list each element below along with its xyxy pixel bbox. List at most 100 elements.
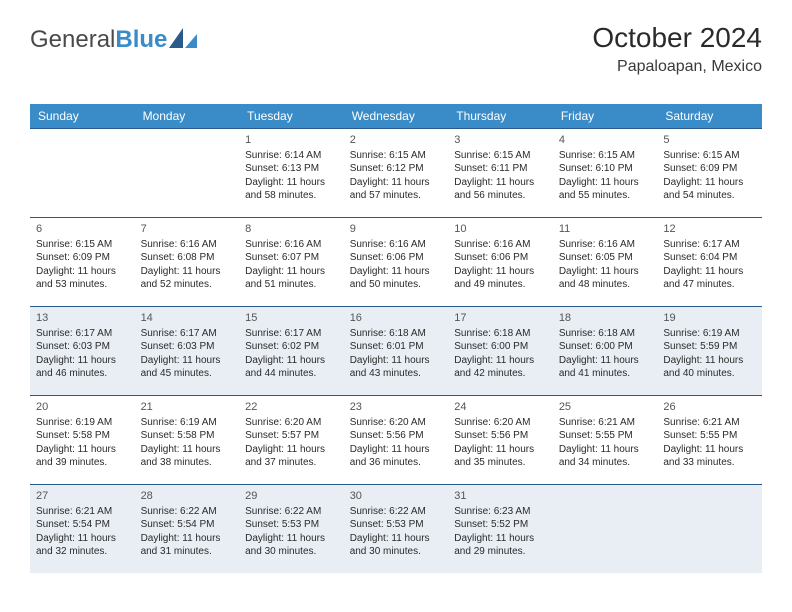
day-number: 29 — [245, 489, 338, 504]
calendar-day-cell: 27Sunrise: 6:21 AMSunset: 5:54 PMDayligh… — [30, 485, 135, 573]
calendar-day-cell: 7Sunrise: 6:16 AMSunset: 6:08 PMDaylight… — [135, 218, 240, 306]
day-sunset: Sunset: 5:58 PM — [36, 429, 129, 443]
day-number: 18 — [559, 311, 652, 326]
header-right: October 2024 Papaloapan, Mexico — [592, 22, 762, 76]
day-sunset: Sunset: 5:56 PM — [454, 429, 547, 443]
calendar-grid: SundayMondayTuesdayWednesdayThursdayFrid… — [30, 104, 762, 573]
calendar-day-cell: 23Sunrise: 6:20 AMSunset: 5:56 PMDayligh… — [344, 396, 449, 484]
weekday-header-row: SundayMondayTuesdayWednesdayThursdayFrid… — [30, 104, 762, 128]
calendar-day-cell: 16Sunrise: 6:18 AMSunset: 6:01 PMDayligh… — [344, 307, 449, 395]
day-sunset: Sunset: 6:00 PM — [559, 340, 652, 354]
calendar-day-cell: 10Sunrise: 6:16 AMSunset: 6:06 PMDayligh… — [448, 218, 553, 306]
day-sunset: Sunset: 5:53 PM — [350, 518, 443, 532]
day-sunrise: Sunrise: 6:15 AM — [663, 149, 756, 163]
day-sunset: Sunset: 6:00 PM — [454, 340, 547, 354]
day-daylight: Daylight: 11 hours and 30 minutes. — [245, 532, 338, 559]
day-sunrise: Sunrise: 6:21 AM — [36, 505, 129, 519]
day-daylight: Daylight: 11 hours and 55 minutes. — [559, 176, 652, 203]
day-daylight: Daylight: 11 hours and 31 minutes. — [141, 532, 234, 559]
day-daylight: Daylight: 11 hours and 39 minutes. — [36, 443, 129, 470]
day-sunset: Sunset: 6:07 PM — [245, 251, 338, 265]
weekday-header-cell: Monday — [135, 104, 240, 128]
day-sunset: Sunset: 6:06 PM — [454, 251, 547, 265]
day-daylight: Daylight: 11 hours and 45 minutes. — [141, 354, 234, 381]
weekday-header-cell: Thursday — [448, 104, 553, 128]
day-number: 2 — [350, 133, 443, 148]
day-sunrise: Sunrise: 6:17 AM — [36, 327, 129, 341]
calendar-day-cell: 13Sunrise: 6:17 AMSunset: 6:03 PMDayligh… — [30, 307, 135, 395]
logo: GeneralBlue — [30, 26, 197, 54]
day-sunrise: Sunrise: 6:18 AM — [454, 327, 547, 341]
calendar-day-cell: 3Sunrise: 6:15 AMSunset: 6:11 PMDaylight… — [448, 129, 553, 217]
day-sunrise: Sunrise: 6:21 AM — [663, 416, 756, 430]
calendar-day-cell: 9Sunrise: 6:16 AMSunset: 6:06 PMDaylight… — [344, 218, 449, 306]
day-sunrise: Sunrise: 6:16 AM — [559, 238, 652, 252]
month-title: October 2024 — [592, 22, 762, 54]
day-daylight: Daylight: 11 hours and 41 minutes. — [559, 354, 652, 381]
day-number: 12 — [663, 222, 756, 237]
day-sunrise: Sunrise: 6:19 AM — [36, 416, 129, 430]
day-sunrise: Sunrise: 6:18 AM — [559, 327, 652, 341]
day-daylight: Daylight: 11 hours and 53 minutes. — [36, 265, 129, 292]
day-daylight: Daylight: 11 hours and 54 minutes. — [663, 176, 756, 203]
day-sunrise: Sunrise: 6:18 AM — [350, 327, 443, 341]
day-daylight: Daylight: 11 hours and 52 minutes. — [141, 265, 234, 292]
day-daylight: Daylight: 11 hours and 35 minutes. — [454, 443, 547, 470]
calendar-day-cell: 28Sunrise: 6:22 AMSunset: 5:54 PMDayligh… — [135, 485, 240, 573]
day-number: 14 — [141, 311, 234, 326]
calendar-day-cell: 20Sunrise: 6:19 AMSunset: 5:58 PMDayligh… — [30, 396, 135, 484]
calendar-week-row: 1Sunrise: 6:14 AMSunset: 6:13 PMDaylight… — [30, 128, 762, 217]
calendar-day-cell: 6Sunrise: 6:15 AMSunset: 6:09 PMDaylight… — [30, 218, 135, 306]
day-number: 17 — [454, 311, 547, 326]
calendar-day-cell: 18Sunrise: 6:18 AMSunset: 6:00 PMDayligh… — [553, 307, 658, 395]
day-number: 22 — [245, 400, 338, 415]
calendar-week-row: 27Sunrise: 6:21 AMSunset: 5:54 PMDayligh… — [30, 484, 762, 573]
day-sunset: Sunset: 6:13 PM — [245, 162, 338, 176]
calendar-week-row: 6Sunrise: 6:15 AMSunset: 6:09 PMDaylight… — [30, 217, 762, 306]
day-sunset: Sunset: 6:06 PM — [350, 251, 443, 265]
day-number: 1 — [245, 133, 338, 148]
day-daylight: Daylight: 11 hours and 42 minutes. — [454, 354, 547, 381]
day-number: 21 — [141, 400, 234, 415]
day-number: 24 — [454, 400, 547, 415]
calendar-day-cell: 21Sunrise: 6:19 AMSunset: 5:58 PMDayligh… — [135, 396, 240, 484]
day-daylight: Daylight: 11 hours and 51 minutes. — [245, 265, 338, 292]
day-sunset: Sunset: 6:12 PM — [350, 162, 443, 176]
day-sunrise: Sunrise: 6:14 AM — [245, 149, 338, 163]
day-sunrise: Sunrise: 6:22 AM — [245, 505, 338, 519]
calendar-day-cell: 12Sunrise: 6:17 AMSunset: 6:04 PMDayligh… — [657, 218, 762, 306]
logo-text: GeneralBlue — [30, 26, 167, 54]
day-sunset: Sunset: 6:08 PM — [141, 251, 234, 265]
logo-text-blue: Blue — [115, 26, 167, 53]
calendar-day-cell: 2Sunrise: 6:15 AMSunset: 6:12 PMDaylight… — [344, 129, 449, 217]
calendar-day-cell: 5Sunrise: 6:15 AMSunset: 6:09 PMDaylight… — [657, 129, 762, 217]
calendar-day-cell: 30Sunrise: 6:22 AMSunset: 5:53 PMDayligh… — [344, 485, 449, 573]
day-sunset: Sunset: 6:03 PM — [36, 340, 129, 354]
day-sunrise: Sunrise: 6:22 AM — [350, 505, 443, 519]
calendar-day-cell: 17Sunrise: 6:18 AMSunset: 6:00 PMDayligh… — [448, 307, 553, 395]
day-sunrise: Sunrise: 6:15 AM — [350, 149, 443, 163]
day-daylight: Daylight: 11 hours and 49 minutes. — [454, 265, 547, 292]
day-daylight: Daylight: 11 hours and 46 minutes. — [36, 354, 129, 381]
day-number: 11 — [559, 222, 652, 237]
day-daylight: Daylight: 11 hours and 58 minutes. — [245, 176, 338, 203]
day-number: 30 — [350, 489, 443, 504]
day-number: 9 — [350, 222, 443, 237]
day-number: 4 — [559, 133, 652, 148]
day-daylight: Daylight: 11 hours and 48 minutes. — [559, 265, 652, 292]
calendar-day-cell: 15Sunrise: 6:17 AMSunset: 6:02 PMDayligh… — [239, 307, 344, 395]
day-daylight: Daylight: 11 hours and 57 minutes. — [350, 176, 443, 203]
day-sunrise: Sunrise: 6:19 AM — [141, 416, 234, 430]
weekday-header-cell: Tuesday — [239, 104, 344, 128]
calendar-day-cell: 8Sunrise: 6:16 AMSunset: 6:07 PMDaylight… — [239, 218, 344, 306]
day-daylight: Daylight: 11 hours and 33 minutes. — [663, 443, 756, 470]
weekday-header-cell: Wednesday — [344, 104, 449, 128]
logo-sail-icon — [169, 28, 197, 48]
calendar-day-cell: 14Sunrise: 6:17 AMSunset: 6:03 PMDayligh… — [135, 307, 240, 395]
calendar-day-cell: 11Sunrise: 6:16 AMSunset: 6:05 PMDayligh… — [553, 218, 658, 306]
calendar-day-cell: 24Sunrise: 6:20 AMSunset: 5:56 PMDayligh… — [448, 396, 553, 484]
day-sunset: Sunset: 5:55 PM — [663, 429, 756, 443]
day-sunrise: Sunrise: 6:16 AM — [141, 238, 234, 252]
day-sunset: Sunset: 5:54 PM — [141, 518, 234, 532]
calendar-day-cell — [30, 129, 135, 217]
